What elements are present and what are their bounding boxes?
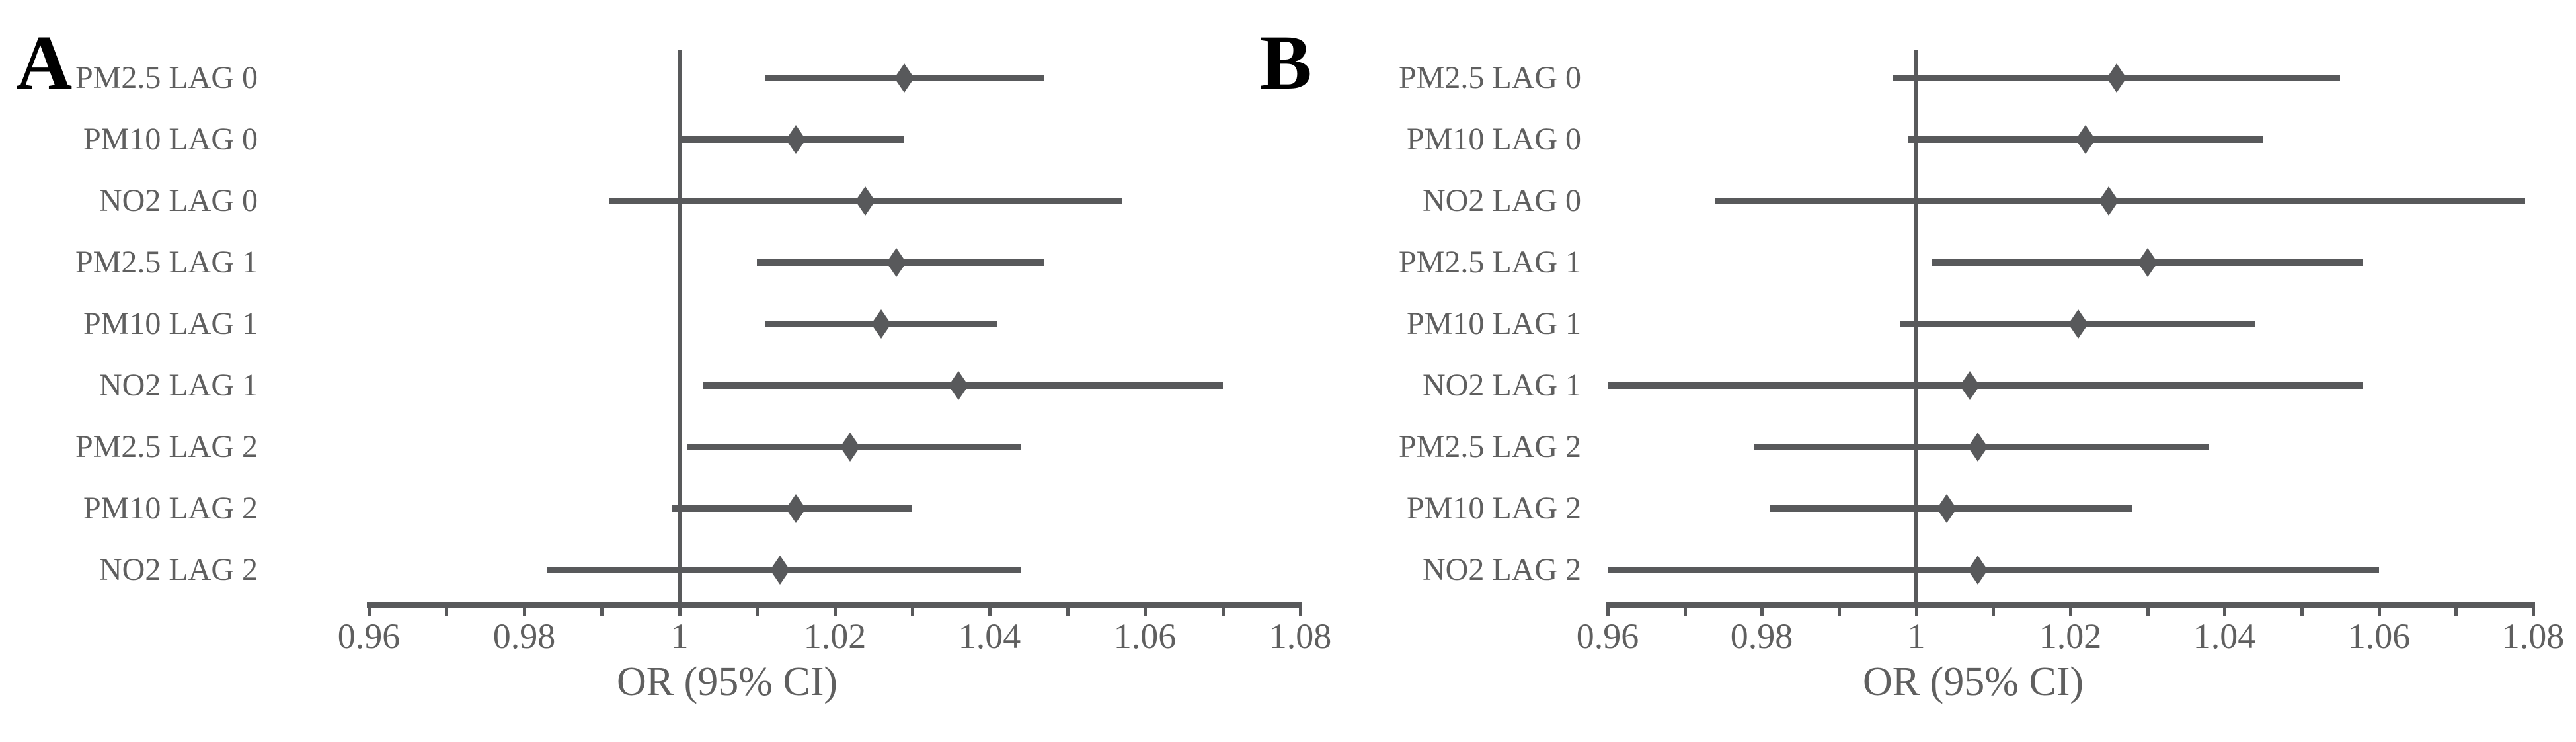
or-point-diamond-marker [1960,371,1980,400]
or-point-diamond-marker [2107,63,2127,93]
x-axis-tick-label: 1 [670,616,689,656]
row-label: NO2 LAG 0 [1423,183,1581,218]
x-axis-tick [1066,602,1070,616]
or-point-diamond-marker [2099,186,2119,216]
row-label: PM2.5 LAG 2 [1398,429,1581,464]
or-point-diamond-marker [894,63,914,93]
x-axis-tick-label: 1.06 [1113,616,1177,656]
x-axis-title: OR (95% CI) [616,659,838,704]
x-axis-tick [2146,602,2150,616]
or-point-diamond-marker [2076,125,2095,154]
x-axis-tick [1299,602,1302,616]
x-axis-tick [368,602,371,616]
x-axis-tick-label: 0.98 [492,616,556,656]
or-point-diamond-marker [2138,248,2158,277]
row-label: NO2 LAG 0 [99,183,258,218]
x-axis-tick [1992,602,1995,616]
x-axis-tick [1684,602,1687,616]
x-axis-tick-label: 1.08 [1268,616,1332,656]
x-axis-tick [600,602,604,616]
row-label: PM2.5 LAG 1 [1398,245,1581,280]
x-axis-tick-label: 1 [1907,616,1926,656]
x-axis-tick [2378,602,2381,616]
x-axis-tick [2454,602,2458,616]
row-label: PM10 LAG 1 [83,306,258,341]
x-axis-tick [1606,602,1610,616]
or-point-diamond-marker [840,433,860,462]
or-point-diamond-marker [2068,309,2088,339]
x-axis-tick [445,602,448,616]
confidence-interval-bar [1608,382,2363,389]
row-label: PM2.5 LAG 2 [75,429,258,464]
row-label: PM10 LAG 1 [1406,306,1581,341]
x-axis-tick-label: 1.02 [803,616,867,656]
row-label: NO2 LAG 1 [1423,368,1581,403]
x-axis-tick-label: 0.98 [1730,616,1793,656]
or-point-diamond-marker [786,494,806,523]
x-axis-tick-label: 1.06 [2347,616,2411,656]
x-axis-tick [1144,602,1147,616]
x-axis-tick [834,602,837,616]
x-axis-tick [2532,602,2535,616]
row-label: PM10 LAG 2 [1406,491,1581,526]
x-axis-tick-label: 1.04 [2193,616,2256,656]
row-label: PM2.5 LAG 0 [75,60,258,95]
panel-b-letter: B [1260,19,1312,106]
confidence-interval-bar [1715,198,2525,204]
x-axis-tick [2069,602,2072,616]
or-point-diamond-marker [886,248,906,277]
reference-line-or-1 [1914,50,1918,608]
x-axis-tick-label: 1.04 [958,616,1021,656]
or-point-diamond-marker [855,186,875,216]
row-label: PM10 LAG 2 [83,491,258,526]
row-label: PM10 LAG 0 [1406,122,1581,157]
x-axis-tick [1760,602,1764,616]
row-label: PM2.5 LAG 1 [75,245,258,280]
x-axis-tick-label: 0.96 [1576,616,1639,656]
x-axis-tick [988,602,992,616]
or-point-diamond-marker [770,556,790,585]
x-axis-tick [1838,602,1841,616]
x-axis-tick [2300,602,2304,616]
reference-line-or-1 [678,50,682,608]
x-axis-tick-label: 1.02 [2039,616,2102,656]
x-axis-tick [1222,602,1225,616]
x-axis-tick [678,602,682,616]
row-label: NO2 LAG 2 [99,552,258,587]
row-label: PM10 LAG 0 [83,122,258,157]
x-axis-tick [756,602,759,616]
panel-a-letter: A [16,19,73,106]
x-axis-tick [911,602,914,616]
x-axis-tick [2223,602,2226,616]
or-point-diamond-marker [949,371,968,400]
or-point-diamond-marker [871,309,891,339]
x-axis-title: OR (95% CI) [1862,659,2084,704]
or-point-diamond-marker [1968,433,1988,462]
row-label: PM2.5 LAG 0 [1398,60,1581,95]
row-label: NO2 LAG 2 [1423,552,1581,587]
x-axis-tick [1915,602,1918,616]
x-axis-tick-label: 1.08 [2501,616,2565,656]
row-label: NO2 LAG 1 [99,368,258,403]
x-axis-tick-label: 0.96 [337,616,401,656]
confidence-interval-bar [1608,567,2379,573]
x-axis-tick [523,602,526,616]
or-point-diamond-marker [1937,494,1957,523]
or-point-diamond-marker [786,125,806,154]
or-point-diamond-marker [1968,556,1988,585]
